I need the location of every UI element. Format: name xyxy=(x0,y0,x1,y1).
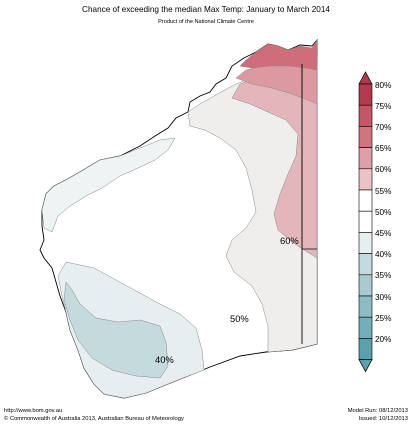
legend-label: 65% xyxy=(375,144,392,154)
region-west-45 xyxy=(41,137,176,233)
legend-label: 20% xyxy=(375,334,392,344)
legend-label: 55% xyxy=(375,186,392,196)
region-40 xyxy=(63,281,169,379)
legend-swatch xyxy=(358,83,373,106)
legend-label: 60% xyxy=(375,165,392,175)
legend-swatch xyxy=(358,104,373,127)
legend-swatch xyxy=(358,316,373,339)
legend-swatch xyxy=(358,232,373,254)
contour-label-60: 60% xyxy=(280,235,299,246)
legend-label: 70% xyxy=(375,122,392,132)
legend-label: 80% xyxy=(375,80,392,90)
legend-swatch xyxy=(358,338,373,360)
legend-swatch xyxy=(358,295,373,318)
legend-label: 25% xyxy=(375,313,392,323)
legend-label: 75% xyxy=(375,101,392,111)
footer-copyright: © Commonwealth of Australia 2013, Austra… xyxy=(4,416,184,422)
legend-swatch xyxy=(358,147,373,170)
legend-swatch xyxy=(358,253,373,276)
legend-label: 30% xyxy=(375,292,392,302)
legend-swatch xyxy=(358,274,373,297)
legend-label: 35% xyxy=(375,271,392,281)
legend-label: 45% xyxy=(375,228,392,238)
legend-arrow-up xyxy=(358,71,373,85)
legend-label: 50% xyxy=(375,207,392,217)
footer-issued: Issued: 10/12/2013 xyxy=(358,416,408,422)
legend-swatch xyxy=(358,189,373,212)
footer-url[interactable]: http://www.bom.gov.au xyxy=(4,408,63,414)
contour-label-50: 50% xyxy=(230,313,249,324)
footer-model-run: Model Run: 08/12/2013 xyxy=(347,408,408,414)
legend-arrow-down xyxy=(358,359,373,373)
legend-colorbar xyxy=(358,71,373,373)
region-70 xyxy=(239,39,318,71)
legend-swatch xyxy=(358,210,373,233)
legend-swatch xyxy=(358,168,373,191)
legend-swatch xyxy=(358,126,373,148)
map-subtitle: Product of the National Climate Centre xyxy=(158,19,254,25)
legend-label: 40% xyxy=(375,250,392,260)
contour-label-40: 40% xyxy=(155,354,174,365)
map-title: Chance of exceeding the median Max Temp:… xyxy=(82,5,330,14)
